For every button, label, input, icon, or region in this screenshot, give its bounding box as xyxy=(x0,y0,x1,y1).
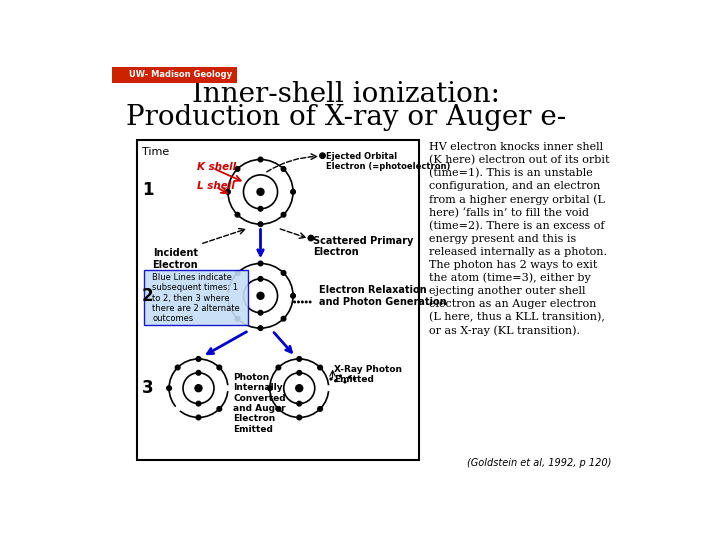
Circle shape xyxy=(291,190,295,194)
Circle shape xyxy=(267,386,272,390)
Circle shape xyxy=(196,356,201,361)
Text: Scattered Primary
Electron: Scattered Primary Electron xyxy=(313,236,413,258)
Text: Electron Relaxation
and Photon Generation: Electron Relaxation and Photon Generatio… xyxy=(319,285,446,307)
Text: Inner-shell ionization:: Inner-shell ionization: xyxy=(192,80,500,107)
Text: 3: 3 xyxy=(142,379,153,397)
Circle shape xyxy=(196,370,201,375)
Text: Photon
Internally
Converted
and Auger
Electron
Emitted: Photon Internally Converted and Auger El… xyxy=(233,373,286,434)
Circle shape xyxy=(235,212,240,217)
Circle shape xyxy=(258,261,263,266)
Circle shape xyxy=(297,401,302,406)
Circle shape xyxy=(176,407,180,411)
Circle shape xyxy=(167,386,171,390)
Circle shape xyxy=(196,415,201,420)
Circle shape xyxy=(258,157,263,162)
Text: K shell: K shell xyxy=(197,162,236,172)
Circle shape xyxy=(257,188,264,195)
Circle shape xyxy=(354,378,355,380)
Circle shape xyxy=(282,212,286,217)
Circle shape xyxy=(318,365,323,370)
Text: X-Ray Photon
Emitted: X-Ray Photon Emitted xyxy=(334,365,402,384)
Circle shape xyxy=(296,384,302,391)
Circle shape xyxy=(225,386,230,390)
Circle shape xyxy=(297,356,302,361)
Circle shape xyxy=(335,380,337,382)
Bar xyxy=(137,140,419,460)
Circle shape xyxy=(225,190,230,194)
Text: 1: 1 xyxy=(142,181,153,199)
Circle shape xyxy=(318,407,323,411)
Circle shape xyxy=(235,271,240,275)
Circle shape xyxy=(308,235,314,241)
Circle shape xyxy=(176,365,180,370)
Circle shape xyxy=(276,365,281,370)
Circle shape xyxy=(258,276,263,281)
Circle shape xyxy=(348,376,351,378)
Circle shape xyxy=(276,407,281,411)
Circle shape xyxy=(217,365,222,370)
Circle shape xyxy=(258,326,263,330)
Text: L shell: L shell xyxy=(197,181,235,191)
Circle shape xyxy=(320,153,325,158)
Text: Production of X-ray or Auger e-: Production of X-ray or Auger e- xyxy=(125,104,566,131)
Circle shape xyxy=(217,407,222,411)
Circle shape xyxy=(282,316,286,321)
Circle shape xyxy=(344,381,346,383)
Text: UW- Madison Geology  777: UW- Madison Geology 777 xyxy=(129,70,255,79)
Text: 2: 2 xyxy=(142,287,153,305)
Circle shape xyxy=(258,206,263,211)
Circle shape xyxy=(282,271,286,275)
Circle shape xyxy=(305,301,307,303)
Circle shape xyxy=(196,401,201,406)
Circle shape xyxy=(297,301,300,303)
Text: Incident
Electron: Incident Electron xyxy=(153,248,198,269)
Circle shape xyxy=(235,316,240,321)
Circle shape xyxy=(235,167,240,171)
Circle shape xyxy=(339,375,341,377)
Circle shape xyxy=(302,301,303,303)
Text: Blue Lines indicate
subsequent times: 1
to 2, then 3 where
there are 2 alternate: Blue Lines indicate subsequent times: 1 … xyxy=(153,273,240,323)
Circle shape xyxy=(326,386,331,390)
Circle shape xyxy=(310,301,311,303)
Text: Ejected Orbital
Electron (=photoelectron): Ejected Orbital Electron (=photoelectron… xyxy=(325,152,450,171)
Circle shape xyxy=(257,292,264,299)
Text: HV electron knocks inner shell
(K here) electron out of its orbit
(time=1). This: HV electron knocks inner shell (K here) … xyxy=(429,142,610,336)
Circle shape xyxy=(258,310,263,315)
Circle shape xyxy=(195,384,202,391)
Circle shape xyxy=(330,378,332,380)
Text: Time: Time xyxy=(142,147,169,157)
Circle shape xyxy=(297,415,302,420)
Circle shape xyxy=(291,294,295,298)
Text: (Goldstein et al, 1992, p 120): (Goldstein et al, 1992, p 120) xyxy=(467,458,612,468)
FancyBboxPatch shape xyxy=(144,269,248,325)
Circle shape xyxy=(225,294,230,298)
Circle shape xyxy=(297,370,302,375)
Circle shape xyxy=(258,222,263,226)
Bar xyxy=(112,67,238,83)
Circle shape xyxy=(294,301,295,303)
Circle shape xyxy=(282,167,286,171)
